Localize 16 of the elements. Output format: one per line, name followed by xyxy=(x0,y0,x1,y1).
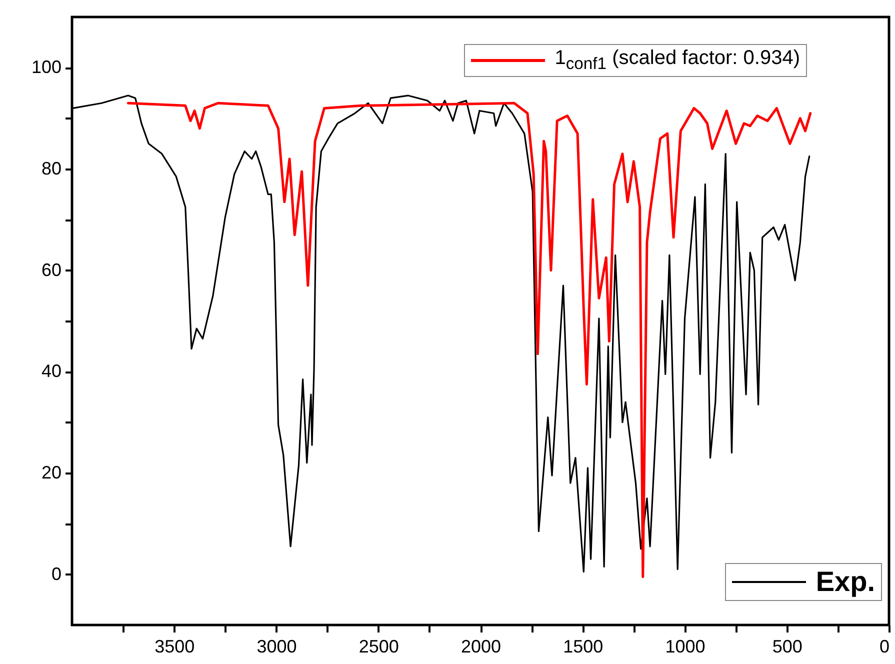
legend-label: 1$_{conf1}$ (scaled factor: 0.934) xyxy=(554,47,800,74)
x-tick-label: 1000 xyxy=(665,636,706,656)
y-tick-label: 80 xyxy=(41,158,62,178)
legend-label: Exp. xyxy=(816,566,875,598)
x-tick-label: 3000 xyxy=(256,636,297,656)
y-tick-label: 40 xyxy=(41,361,62,382)
y-tick-label: 100 xyxy=(31,57,62,78)
x-tick-label: 2500 xyxy=(358,636,399,656)
x-tick-label: 1500 xyxy=(563,636,604,656)
x-tick-label: 3500 xyxy=(154,636,195,656)
y-tick-label: 60 xyxy=(41,260,62,280)
y-tick-label: 20 xyxy=(41,462,62,482)
y-tick-label: 0 xyxy=(51,564,62,584)
x-tick-label: 2000 xyxy=(460,636,502,656)
x-tick-label: 0 xyxy=(879,636,890,656)
x-tick-label: 500 xyxy=(772,636,802,656)
